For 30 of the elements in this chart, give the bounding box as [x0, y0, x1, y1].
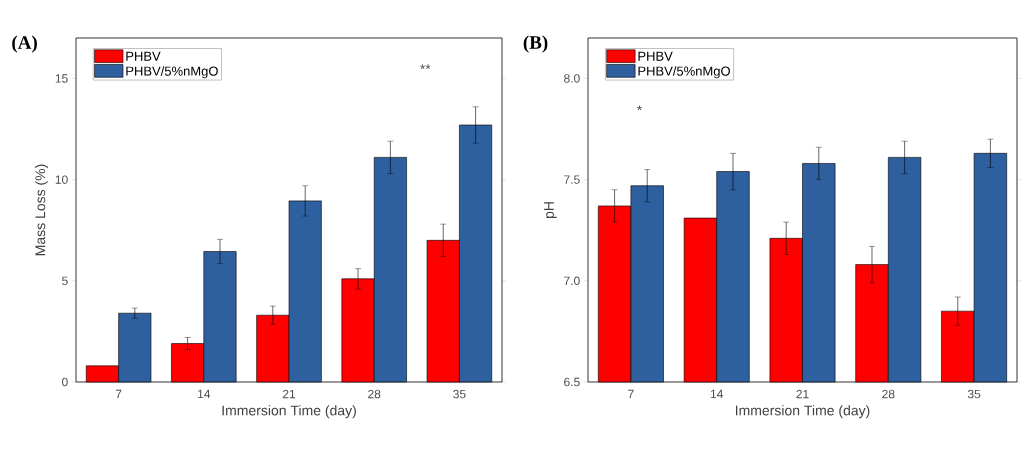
x-tick-label: 35 — [453, 389, 466, 399]
y-tick-label: 5 — [62, 276, 68, 285]
y-tick-label: 7.0 — [564, 276, 580, 286]
x-tick-label: 28 — [368, 389, 381, 399]
y-tick-label: 6.5 — [564, 377, 580, 387]
x-tick-label: 14 — [198, 389, 211, 399]
y-tick-label: 15 — [55, 74, 68, 83]
y-tick-label: 7.5 — [564, 175, 580, 184]
chart-title: (A) — [12, 35, 37, 53]
y-tick-label: 10 — [55, 175, 68, 184]
x-tick-label: 21 — [282, 389, 296, 399]
x-tick-label: 35 — [967, 389, 981, 399]
chart-title: (B) — [523, 35, 548, 53]
x-tick-label: 7 — [115, 389, 122, 399]
x-tick-label: 7 — [628, 389, 634, 399]
legend-label: PHBV — [126, 51, 161, 61]
x-axis-title: Immersion Time (day) — [222, 405, 356, 419]
annotation: * — [636, 105, 642, 111]
y-axis-title: pH — [544, 202, 557, 219]
legend-label: PHBV/5%nMgO — [126, 66, 218, 79]
y-tick-label: 0 — [62, 377, 68, 387]
y-tick-label: 8.0 — [564, 74, 580, 83]
annotation: ** — [420, 64, 431, 70]
x-axis-title: Immersion Time (day) — [735, 405, 870, 419]
legend-label: PHBV — [638, 51, 673, 61]
x-tick-label: 14 — [710, 389, 724, 399]
legend-label: PHBV/5%nMgO — [638, 66, 730, 79]
x-tick-label: 28 — [882, 389, 895, 399]
y-axis-title: Mass Loss (%) — [34, 164, 48, 256]
x-tick-label: 21 — [796, 389, 809, 399]
